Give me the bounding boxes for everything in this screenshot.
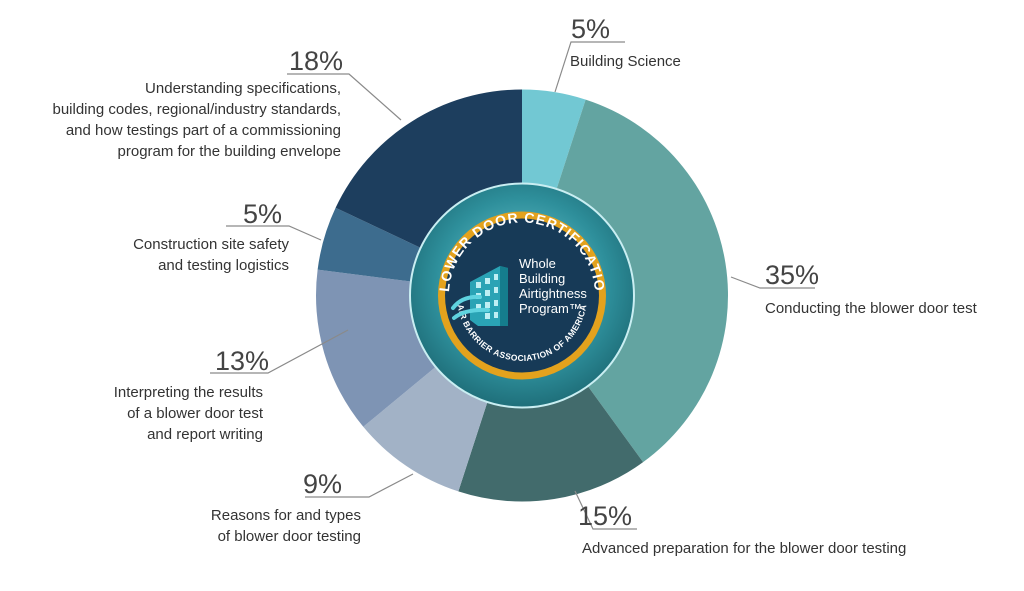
value-label-5: 13%	[215, 346, 269, 376]
program-line-4: Program™	[519, 301, 582, 316]
leader-line-3	[574, 490, 637, 530]
leader-line-1	[554, 41, 625, 93]
slice-5	[315, 269, 436, 427]
program-line-1: Whole	[519, 256, 556, 271]
program-line-3: Airtightness	[519, 286, 587, 301]
value-label-6: 5%	[243, 199, 282, 229]
category-label-2-line-1: Conducting the blower door test	[765, 300, 978, 317]
value-label-4: 9%	[303, 469, 342, 499]
slice-3	[458, 386, 644, 502]
value-label-2: 35%	[765, 260, 819, 290]
category-label-4-line-1: Reasons for and types	[211, 507, 361, 524]
slice-2	[556, 99, 729, 463]
category-label-3-line-1: Advanced preparation for the blower door…	[582, 540, 906, 557]
slice-6	[317, 207, 421, 282]
program-line-2: Building	[519, 271, 565, 286]
category-label-6-line-1: Construction site safety	[133, 236, 289, 253]
program-name: Whole Building Airtightness Program™	[519, 256, 587, 316]
category-label-7-line-1: Understanding specifications,	[145, 80, 341, 97]
category-label-6-line-2: and testing logistics	[158, 257, 289, 274]
category-label-7-line-2: building codes, regional/industry standa…	[52, 101, 341, 118]
leader-line-7	[287, 73, 402, 121]
donut-slices	[315, 89, 729, 502]
leader-line-6	[226, 225, 322, 241]
leader-lines	[210, 41, 815, 530]
leader-line-2	[730, 276, 815, 289]
value-label-3: 15%	[578, 501, 632, 531]
badge-inner-disc	[445, 218, 599, 373]
value-label-1: 5%	[571, 14, 610, 44]
slice-1	[522, 89, 586, 189]
value-label-7: 18%	[289, 46, 343, 76]
leader-line-4	[305, 473, 414, 498]
air-swoosh-icon	[451, 294, 490, 320]
category-label-5-line-2: of a blower door test	[127, 405, 264, 422]
category-label-1-line-1: Building Science	[570, 53, 681, 70]
category-label-5-line-3: and report writing	[147, 426, 263, 443]
category-label-7-line-4: program for the building envelope	[118, 143, 341, 160]
category-label-7-line-3: and how testings part of a commissioning	[66, 122, 341, 139]
slice-4	[363, 366, 488, 492]
category-label-5-line-1: Interpreting the results	[114, 384, 263, 401]
slice-labels: 5% Building Science 35% Conducting the blow…	[52, 14, 977, 557]
slice-7	[335, 89, 522, 248]
category-label-4-line-2: of blower door testing	[218, 528, 361, 545]
leader-line-5	[210, 329, 349, 374]
